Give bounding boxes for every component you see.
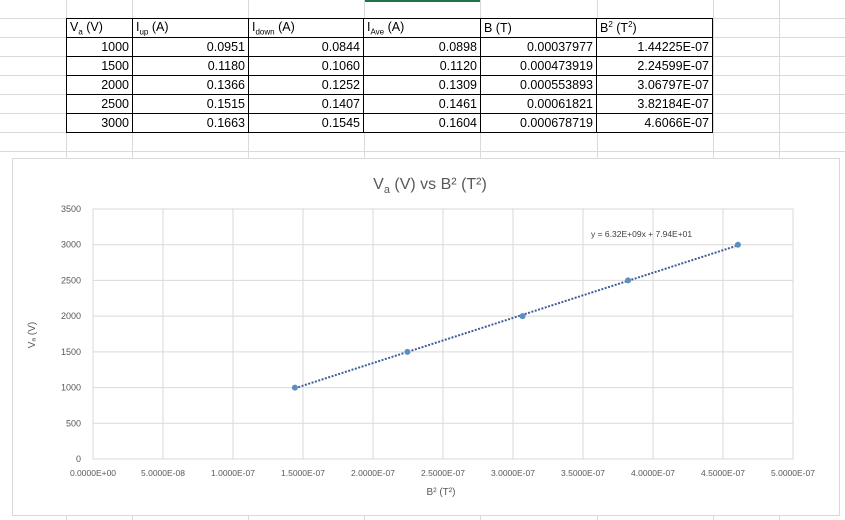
gridlines — [92, 208, 794, 460]
table-cell[interactable]: 0.00037977 — [480, 37, 597, 57]
data-table: Va (V) Iup (A) Idown (A) IAve (A) B (T) … — [66, 18, 713, 133]
table-cell[interactable]: 0.000678719 — [480, 113, 597, 133]
x-tick-label: 2.0000E-07 — [351, 468, 395, 478]
x-tick-labels: 0.0000E+00 5.0000E-08 1.0000E-07 1.5000E-07… — [70, 468, 815, 478]
data-point — [734, 241, 741, 248]
x-tick-label: 1.5000E-07 — [281, 468, 325, 478]
x-tick-label: 5.0000E-08 — [141, 468, 185, 478]
table-cell[interactable]: 0.0898 — [363, 37, 481, 57]
table-row: 1500 0.1180 0.1060 0.1120 0.000473919 2.… — [66, 56, 713, 76]
table-cell[interactable]: 0.1060 — [248, 56, 364, 76]
trendline-line — [294, 244, 739, 390]
table-cell[interactable]: 0.00061821 — [480, 94, 597, 114]
table-cell[interactable]: 2500 — [66, 94, 133, 114]
table-cell[interactable]: 0.1180 — [132, 56, 249, 76]
trendline-equation: y = 6.32E+09x + 7.94E+01 — [591, 229, 692, 239]
table-cell[interactable]: 0.000553893 — [480, 75, 597, 95]
table-cell[interactable]: 2.24599E-07 — [596, 56, 713, 76]
table-cell[interactable]: 1.44225E-07 — [596, 37, 713, 57]
table-cell[interactable]: 2000 — [66, 75, 133, 95]
chart-title: Va (V) vs B² (T²) — [373, 176, 487, 196]
table-cell[interactable]: 3.06797E-07 — [596, 75, 713, 95]
y-tick-label: 2500 — [61, 275, 81, 285]
table-row: 3000 0.1663 0.1545 0.1604 0.000678719 4.… — [66, 113, 713, 133]
x-tick-label: 0.0000E+00 — [70, 468, 116, 478]
table-cell[interactable]: 3.82184E-07 — [596, 94, 713, 114]
header-cell-iave[interactable]: IAve (A) — [363, 18, 481, 38]
table-cell[interactable]: 0.0844 — [248, 37, 364, 57]
x-tick-label: 3.5000E-07 — [561, 468, 605, 478]
table-cell[interactable]: 0.1366 — [132, 75, 249, 95]
table-cell[interactable]: 1000 — [66, 37, 133, 57]
trendline — [294, 244, 739, 390]
table-cell[interactable]: 0.1461 — [363, 94, 481, 114]
x-tick-label: 3.0000E-07 — [491, 468, 535, 478]
y-tick-label: 1500 — [61, 347, 81, 357]
y-tick-label: 0 — [76, 454, 81, 464]
data-points — [291, 241, 741, 391]
y-axis-label: Vₐ (V) — [27, 322, 38, 349]
table-cell[interactable]: 0.0951 — [132, 37, 249, 57]
header-cell-idown[interactable]: Idown (A) — [248, 18, 364, 38]
y-tick-label: 500 — [66, 418, 81, 428]
table-cell[interactable]: 1500 — [66, 56, 133, 76]
chart-area[interactable]: Va (V) vs B² (T²) 0 500 1000 1500 2000 2500 30… — [12, 158, 840, 516]
y-tick-label: 3000 — [61, 240, 81, 250]
header-cell-iup[interactable]: Iup (A) — [132, 18, 249, 38]
table-cell[interactable]: 4.6066E-07 — [596, 113, 713, 133]
data-point — [404, 348, 411, 355]
x-tick-label: 5.0000E-07 — [771, 468, 815, 478]
table-cell[interactable]: 0.1515 — [132, 94, 249, 114]
data-point — [519, 313, 526, 320]
table-cell[interactable]: 0.1309 — [363, 75, 481, 95]
table-row: 2000 0.1366 0.1252 0.1309 0.000553893 3.… — [66, 75, 713, 95]
table-cell[interactable]: 0.000473919 — [480, 56, 597, 76]
table-cell[interactable]: 0.1407 — [248, 94, 364, 114]
y-tick-label: 1000 — [61, 383, 81, 393]
header-cell-va[interactable]: Va (V) — [66, 18, 133, 38]
header-cell-b[interactable]: B (T) — [480, 18, 597, 38]
scatter-chart: Va (V) vs B² (T²) 0 500 1000 1500 2000 2500 30… — [27, 176, 815, 498]
table-cell[interactable]: 0.1120 — [363, 56, 481, 76]
data-point — [291, 384, 298, 391]
y-tick-labels: 0 500 1000 1500 2000 2500 3000 3500 — [61, 204, 81, 464]
table-header-row: Va (V) Iup (A) Idown (A) IAve (A) B (T) … — [66, 18, 713, 38]
table-row: 2500 0.1515 0.1407 0.1461 0.00061821 3.8… — [66, 94, 713, 114]
table-cell[interactable]: 0.1252 — [248, 75, 364, 95]
x-tick-label: 2.5000E-07 — [421, 468, 465, 478]
active-cell-indicator — [365, 0, 480, 2]
x-tick-label: 4.5000E-07 — [701, 468, 745, 478]
x-tick-label: 4.0000E-07 — [631, 468, 675, 478]
data-point — [625, 277, 632, 284]
table-cell[interactable]: 0.1663 — [132, 113, 249, 133]
x-tick-label: 1.0000E-07 — [211, 468, 255, 478]
table-cell[interactable]: 3000 — [66, 113, 133, 133]
header-cell-b-squared[interactable]: B2 (T2) — [596, 18, 713, 38]
y-tick-label: 2000 — [61, 311, 81, 321]
table-cell[interactable]: 0.1545 — [248, 113, 364, 133]
table-row: 1000 0.0951 0.0844 0.0898 0.00037977 1.4… — [66, 37, 713, 57]
x-axis-label: B² (T²) — [427, 487, 456, 498]
table-cell[interactable]: 0.1604 — [363, 113, 481, 133]
y-tick-label: 3500 — [61, 204, 81, 214]
